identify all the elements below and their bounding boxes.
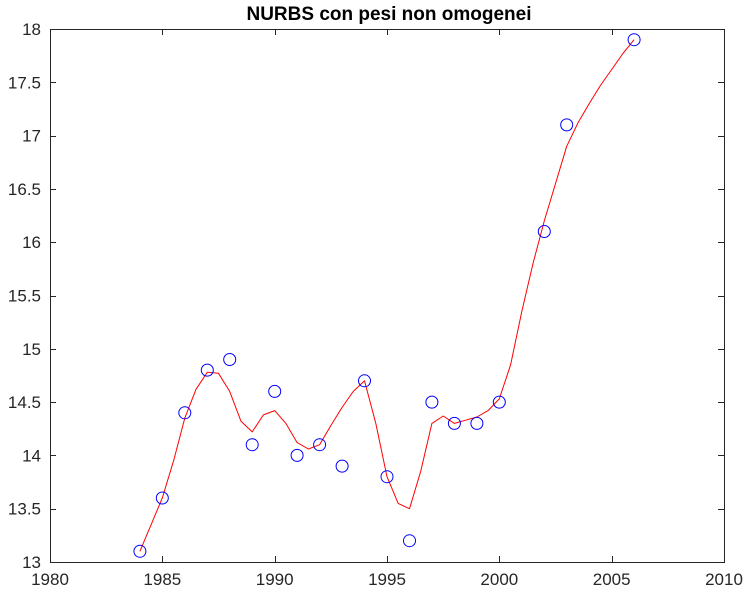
chart-title: NURBS con pesi non omogenei (246, 4, 531, 25)
data-point-marker (537, 225, 551, 238)
y-tick-label: 14.5 (8, 393, 41, 412)
data-point-marker (133, 544, 147, 558)
y-tick-label: 14 (22, 446, 41, 465)
data-point-marker (335, 459, 349, 473)
data-point-marker (290, 448, 304, 462)
y-tick-label: 16.5 (8, 180, 41, 199)
data-point-marker (380, 470, 394, 484)
data-point-marker (155, 491, 169, 505)
data-point-marker (223, 353, 237, 366)
data-point-marker (268, 384, 282, 398)
data-point-marker (492, 395, 506, 409)
nurbs-curve-line (139, 39, 635, 552)
marker-layer (133, 33, 641, 558)
y-tick-label: 18 (22, 20, 41, 39)
data-point-marker (403, 534, 416, 548)
data-point-marker (425, 395, 439, 409)
x-tick-label: 2000 (480, 570, 518, 589)
data-point-marker (470, 416, 484, 430)
y-tick-label: 15 (22, 340, 41, 359)
x-tick-labels: 1980 1985 1990 1995 2000 2005 2010 (31, 570, 743, 589)
x-tick-label: 1990 (256, 570, 294, 589)
data-point-marker (358, 374, 371, 388)
x-tick-label: 1995 (368, 570, 406, 589)
data-point-marker (245, 438, 259, 452)
data-point-marker (447, 416, 461, 430)
data-point-marker (560, 118, 574, 132)
y-tick-label: 17 (22, 127, 41, 146)
data-point-marker (200, 363, 214, 377)
data-point-marker (313, 438, 327, 452)
x-tick-label: 1985 (143, 570, 181, 589)
x-tick-label: 1980 (31, 570, 69, 589)
axis-ticks (50, 29, 725, 563)
y-tick-label: 13.5 (8, 500, 41, 519)
data-point-marker (627, 33, 641, 47)
x-tick-label: 2005 (593, 570, 631, 589)
x-tick-label: 2010 (705, 570, 743, 589)
y-tick-label: 15.5 (8, 287, 41, 306)
y-tick-label: 13 (22, 553, 41, 572)
y-tick-labels: 13 13.5 14 14.5 15 15.5 16 16.5 17 17.5 18 (8, 20, 41, 572)
y-tick-label: 17.5 (8, 73, 41, 92)
data-point-marker (178, 406, 192, 420)
y-tick-label: 16 (22, 233, 41, 252)
curve-layer (139, 39, 635, 552)
